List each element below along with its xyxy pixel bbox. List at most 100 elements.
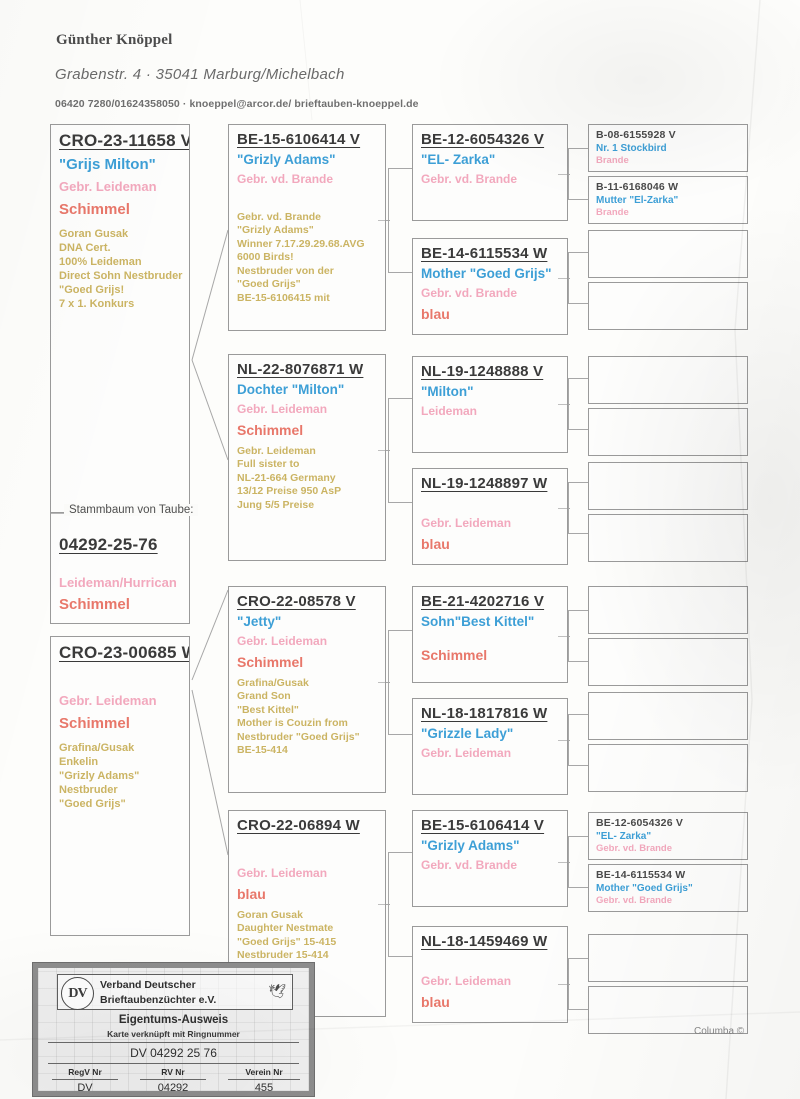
pedigree-box-gen4-4[interactable] — [588, 282, 748, 330]
connector-g3-g4-6b — [568, 765, 588, 766]
card-title: Eigentums-Ausweis — [118, 1014, 229, 1026]
nickname: Dochter "Milton" — [237, 382, 345, 397]
pedigree-box-gen1-sire[interactable]: CRO-23-11658 V "Grijs Milton" Gebr. Leid… — [50, 124, 190, 514]
colour: blau — [421, 536, 450, 552]
subject-ring-number: 04292-25-76 — [59, 535, 158, 554]
connector-g3-g4-1a — [568, 148, 588, 149]
connector-g2-g3-e — [388, 630, 412, 631]
breeder: Gebr. Leideman — [421, 974, 512, 988]
pedigree-box-gen4-7[interactable] — [588, 462, 748, 510]
ring-number: CRO-22-06894 W — [237, 817, 360, 834]
pedigree-box-gen3-1[interactable]: BE-12-6054326 V "EL- Zarka" Gebr. vd. Br… — [412, 124, 568, 221]
pedigree-box-gen3-3[interactable]: NL-19-1248888 V "Milton" Leideman — [412, 356, 568, 453]
connector-g2-g3-h — [388, 956, 412, 957]
breeder: Gebr. Leideman — [421, 746, 512, 760]
connector-g2-g3-mid3 — [378, 682, 390, 683]
ring-number: BE-12-6054326 V — [421, 131, 545, 148]
subject-breeder: Leideman/Hurrican — [59, 575, 177, 590]
pedigree-box-gen4-8[interactable] — [588, 514, 748, 562]
pedigree-box-gen4-11[interactable] — [588, 692, 748, 740]
pedigree-box-gen4-5[interactable] — [588, 356, 748, 404]
connector-g3-g4-7a — [568, 836, 588, 837]
pedigree-box-gen3-2[interactable]: BE-14-6115534 W Mother "Goed Grijs" Gebr… — [412, 238, 568, 335]
connector-g3-g4-v1 — [568, 148, 569, 199]
pedigree-box-gen4-16[interactable] — [588, 986, 748, 1034]
connector-g3-g4-7b — [568, 887, 588, 888]
pedigree-box-gen4-6[interactable] — [588, 408, 748, 456]
ring-number: CRO-23-11658 V — [59, 131, 190, 150]
pedigree-box-gen4-1[interactable]: B-08-6155928 V Nr. 1 Stockbird Brande — [588, 124, 748, 172]
pedigree-box-gen3-4[interactable]: NL-19-1248897 W Gebr. Leideman blau — [412, 468, 568, 565]
card-divider-1 — [48, 1042, 299, 1043]
connector-g3-g4-3b — [568, 429, 588, 430]
footer-credit: Columba © — [694, 1026, 745, 1037]
connector-g3-g4-3a — [568, 378, 588, 379]
pedigree-box-gen3-7[interactable]: BE-15-6106414 V "Grizly Adams" Gebr. vd.… — [412, 810, 568, 907]
nickname: Mother "Goed Grijs" — [596, 883, 693, 894]
breeder: Leideman — [421, 404, 478, 418]
connector-g2-g3-c — [388, 398, 412, 399]
pigeon-icon: 🕊 — [268, 983, 286, 999]
pedigree-box-gen4-14[interactable]: BE-14-6115534 W Mother "Goed Grijs" Gebr… — [588, 864, 748, 912]
ownership-id-card[interactable]: DV Verband Deutscher Brieftaubenzüchter … — [32, 962, 315, 1097]
nickname: "EL- Zarka" — [596, 831, 652, 842]
connector-g2-g3-b — [388, 272, 412, 273]
breeder: Gebr. Leideman — [237, 866, 328, 880]
pedigree-box-gen4-15[interactable] — [588, 934, 748, 982]
connector-g3-g4-v8 — [568, 958, 569, 1009]
pedigree-box-gen4-9[interactable] — [588, 586, 748, 634]
connector-g2-g3-f — [388, 734, 412, 735]
breeder: Gebr. Leideman — [421, 516, 512, 530]
pedigree-box-gen4-3[interactable] — [588, 230, 748, 278]
ring-number: NL-19-1248888 V — [421, 363, 544, 380]
connector-g3-g4-6a — [568, 714, 588, 715]
ring-number: BE-21-4202716 V — [421, 593, 545, 610]
breeder: Gebr. vd. Brande — [421, 858, 518, 872]
pedigree-box-gen4-2[interactable]: B-11-6168046 W Mutter "El-Zarka" Brande — [588, 176, 748, 224]
connector-g3-g4-1b — [568, 199, 588, 200]
breeder: Brande — [596, 207, 629, 218]
card-divider-5 — [228, 1079, 300, 1080]
connector-g3-g4-m6 — [558, 740, 570, 741]
connector-g3-g4-2a — [568, 252, 588, 253]
card-col-header-verein: Verein Nr — [245, 1067, 283, 1077]
ring-number: BE-15-6106414 V — [421, 817, 545, 834]
ring-number: BE-12-6054326 V — [596, 817, 684, 829]
card-col-value-verein: 455 — [254, 1082, 274, 1091]
pedigree-box-gen4-13[interactable]: BE-12-6054326 V "EL- Zarka" Gebr. vd. Br… — [588, 812, 748, 860]
card-col-header-rv: RV Nr — [161, 1067, 185, 1077]
pedigree-box-gen3-5[interactable]: BE-21-4202716 V Sohn"Best Kittel" Schimm… — [412, 586, 568, 683]
nickname: Mother "Goed Grijs" — [421, 266, 552, 281]
pedigree-box-gen4-12[interactable] — [588, 744, 748, 792]
breeder: Gebr. Leideman — [237, 402, 328, 416]
pedigree-box-gen1-dam[interactable]: CRO-23-00685 W Gebr. Leideman Schimmel G… — [50, 636, 190, 936]
connector-g3-g4-m5 — [558, 636, 570, 637]
nickname: Nr. 1 Stockbird — [596, 143, 667, 154]
colour: Schimmel — [59, 201, 130, 218]
connector-g3-g4-5b — [568, 661, 588, 662]
pedigree-box-gen3-6[interactable]: NL-18-1817816 W "Grizzle Lady" Gebr. Lei… — [412, 698, 568, 795]
ring-number: BE-14-6115534 W — [421, 245, 548, 262]
pedigree-box-gen3-8[interactable]: NL-18-1459469 W Gebr. Leideman blau — [412, 926, 568, 1023]
ring-number: NL-18-1459469 W — [421, 933, 548, 950]
connector-g3-g4-4a — [568, 482, 588, 483]
pedigree-box-gen4-10[interactable] — [588, 638, 748, 686]
connector-g3-g4-v4 — [568, 482, 569, 533]
logo-text: DV — [68, 985, 87, 1001]
breeder: Gebr. Leideman — [59, 693, 157, 708]
pedigree-box-gen2-3[interactable]: CRO-22-08578 V "Jetty" Gebr. Leideman Sc… — [228, 586, 386, 793]
pedigree-box-gen2-2[interactable]: NL-22-8076871 W Dochter "Milton" Gebr. L… — [228, 354, 386, 561]
notes: Goran Gusak DNA Cert. 100% Leideman Direct… — [59, 228, 183, 311]
connector-g2-g3-d — [388, 502, 412, 503]
nickname: "Milton" — [421, 384, 474, 399]
breeder: Gebr. Leideman — [59, 179, 157, 194]
subject-box[interactable]: 04292-25-76 Leideman/Hurrican Schimmel — [50, 512, 190, 624]
colour: blau — [421, 306, 450, 322]
pedigree-box-gen2-1[interactable]: BE-15-6106414 V "Grizly Adams" Gebr. vd.… — [228, 124, 386, 331]
colour: Schimmel — [421, 647, 488, 663]
connector-g3-g4-m8 — [558, 984, 570, 985]
breeder: Gebr. vd. Brande — [596, 895, 673, 906]
notes: Goran Gusak Daughter Nestmate "Goed Grijs… — [237, 909, 337, 962]
notes: Grafina/Gusak Grand Son "Best Kittel" Moth… — [237, 677, 360, 757]
